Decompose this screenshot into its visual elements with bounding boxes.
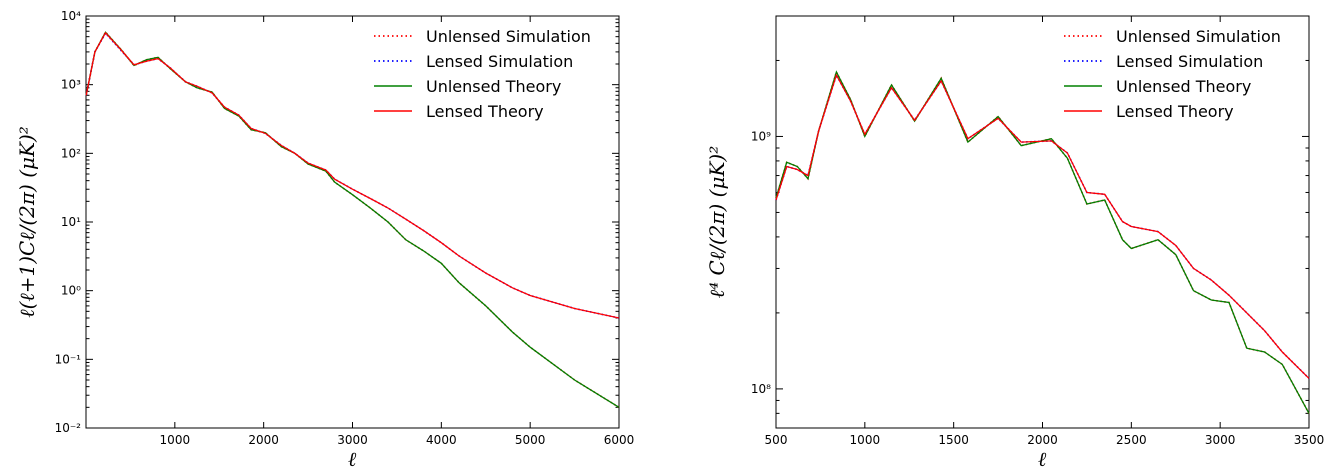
series-line-lensed-simulation [85, 31, 620, 319]
legend-label: Unlensed Theory [1116, 77, 1251, 96]
series-line-lensed-theory [85, 31, 620, 319]
y-tick-label: 10³ [61, 78, 81, 92]
y-tick-label: 10⁴ [61, 9, 81, 23]
x-tick-label: 2000 [1027, 433, 1058, 447]
y-tick-label: 10⁻² [55, 421, 82, 435]
y-tick-label: 10⁸ [751, 382, 771, 396]
series-line-unlensed-simulation [775, 69, 1310, 414]
x-tick-label: 2000 [248, 433, 279, 447]
chart-left: ℓ(ℓ+1)Cℓ/(2π) (μK)² ℓ 1000 2000 3000 4000 50… [15, 9, 635, 471]
x-axis-label-left: ℓ [348, 447, 357, 470]
legend-left: Unlensed Simulation Lensed Simulation Unle… [374, 27, 591, 121]
y-tick-label: 10⁰ [61, 284, 81, 298]
x-tick-label: 3000 [1205, 433, 1236, 447]
legend-label: Lensed Theory [1116, 102, 1234, 121]
x-tick-label: 500 [765, 433, 788, 447]
legend-label: Lensed Simulation [426, 52, 573, 71]
y-tick-label: 10⁹ [751, 129, 771, 143]
x-tick-label: 2500 [1116, 433, 1147, 447]
y-tick-label: 10² [61, 146, 81, 160]
x-tick-label: 1500 [938, 433, 969, 447]
x-tick-label: 5000 [515, 433, 546, 447]
x-tick-label: 1000 [160, 433, 191, 447]
x-tick-label: 6000 [604, 433, 635, 447]
y-tick-label: 10¹ [61, 215, 81, 229]
legend-label: Lensed Simulation [1116, 52, 1263, 71]
series-right [775, 69, 1310, 414]
ticks-right: 500 1000 1500 2000 2500 3000 3500 10⁸ 10⁹ [751, 16, 1324, 447]
x-axis-label-right: ℓ [1038, 447, 1047, 470]
x-tick-label: 3000 [337, 433, 368, 447]
legend-label: Unlensed Simulation [426, 27, 591, 46]
y-axis-label-right: ℓ⁴ Cℓ/(2π) (μK)² [705, 146, 729, 298]
series-line-unlensed-theory [775, 70, 1310, 414]
x-tick-label: 4000 [426, 433, 457, 447]
series-line-lensed-theory [775, 73, 1310, 379]
y-axis-label-left: ℓ(ℓ+1)Cℓ/(2π) (μK)² [15, 126, 39, 318]
legend-label: Unlensed Theory [426, 77, 561, 96]
legend-label: Unlensed Simulation [1116, 27, 1281, 46]
chart-right: ℓ⁴ Cℓ/(2π) (μK)² ℓ 500 1000 1500 2000 2500 30… [705, 15, 1324, 471]
legend-label: Lensed Theory [426, 102, 544, 121]
y-tick-label: 10⁻¹ [55, 352, 82, 366]
series-left [85, 30, 620, 408]
legend-right: Unlensed Simulation Lensed Simulation Unle… [1064, 27, 1281, 121]
ticks-left: 1000 2000 3000 4000 5000 6000 10⁻² 10⁻¹ 10⁰ 10¹ 10… [55, 9, 635, 447]
x-tick-label: 3500 [1294, 433, 1325, 447]
x-tick-label: 1000 [850, 433, 881, 447]
